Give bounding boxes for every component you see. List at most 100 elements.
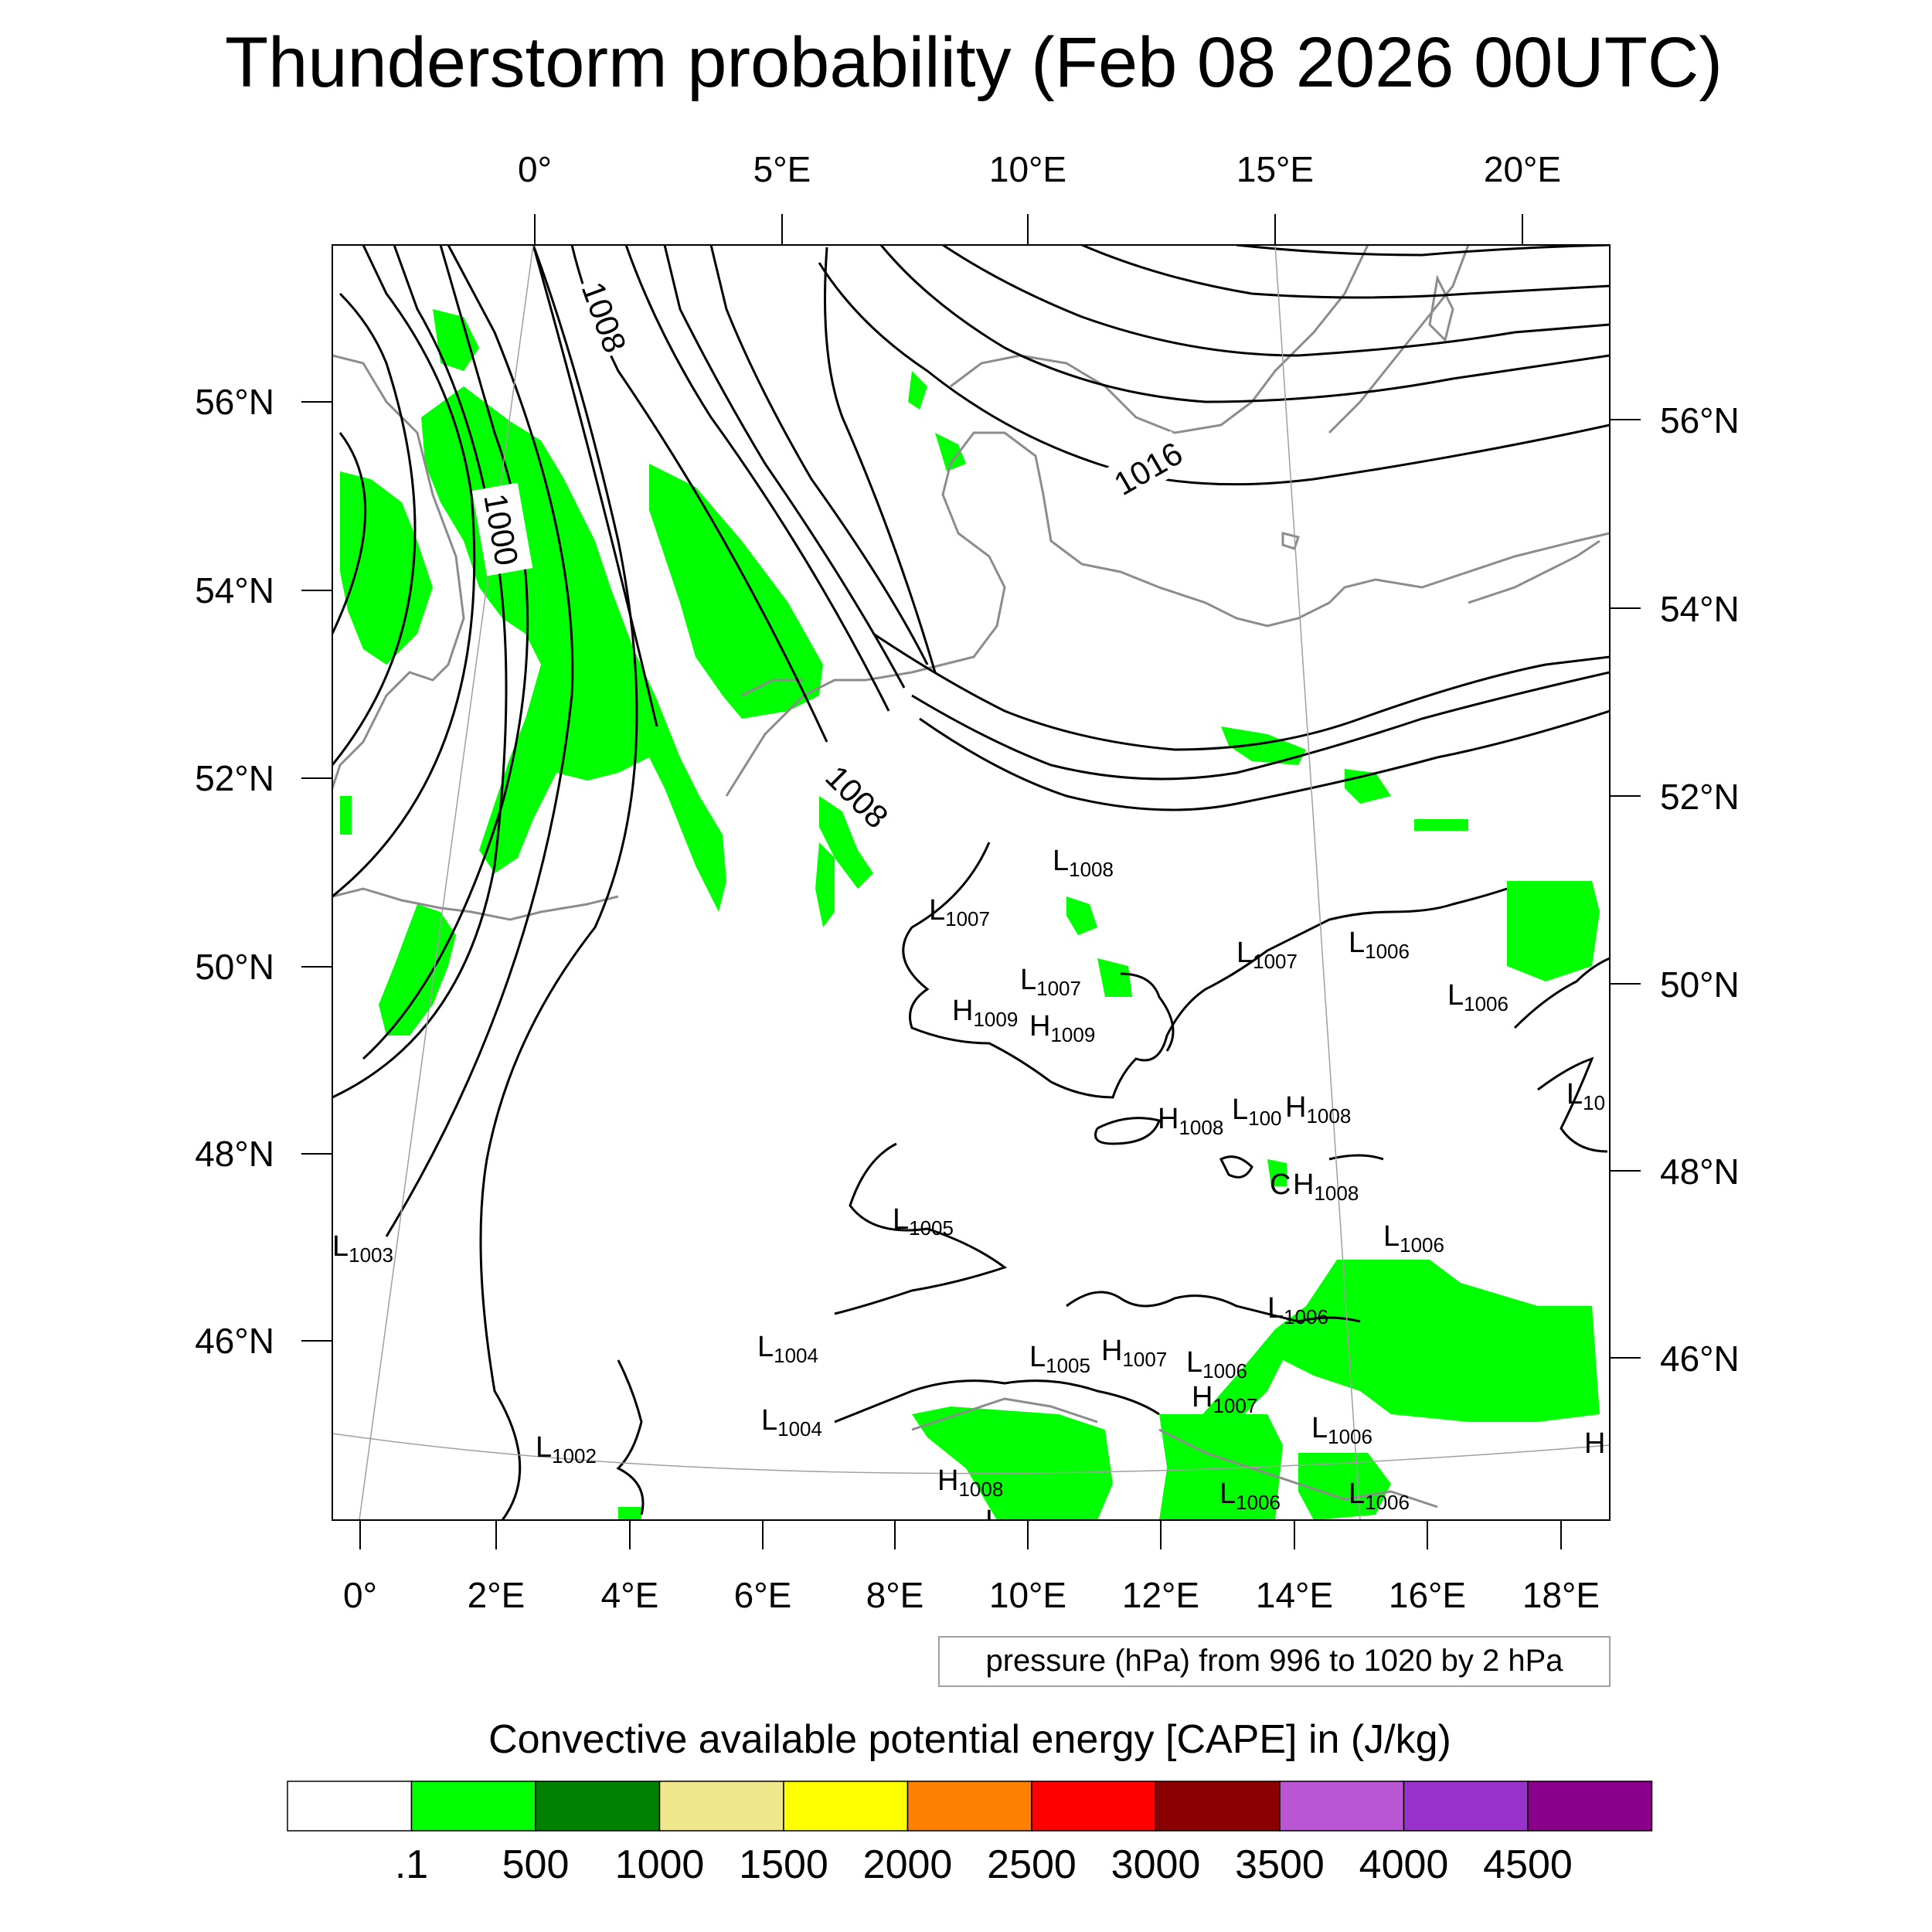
- meridian-15e: [1274, 245, 1361, 1520]
- colorbar-label: 500: [502, 1842, 570, 1887]
- colorbar-box: [658, 1781, 784, 1832]
- colorbar-label: .1: [395, 1842, 428, 1887]
- cape-area-denmark: [935, 433, 966, 471]
- colorbar-box: [1279, 1781, 1405, 1832]
- colorbar-label: 2500: [987, 1842, 1077, 1887]
- pressure-center-marker: L10: [1566, 1078, 1605, 1114]
- cape-area-balkans: [1298, 1453, 1391, 1520]
- pressure-center-marker: L1005: [893, 1203, 954, 1240]
- pressure-note-text: pressure (hPa) from 996 to 1020 by 2 hPa: [985, 1644, 1563, 1678]
- isobar-31: [1120, 972, 1175, 1052]
- colorbar-box: [1527, 1781, 1653, 1832]
- pressure-centers: L1008 L1007 L1007 H1009 H1009 L1007 L100…: [332, 845, 1605, 1520]
- cape-area-scandinavia: [908, 371, 927, 410]
- pressure-center-marker: L1007: [1020, 964, 1081, 1000]
- cape-area-belgium-2: [815, 842, 835, 927]
- colorbar: Convective available potential energy [C…: [287, 1717, 1653, 1887]
- coastline-italy-north: [911, 1397, 1098, 1431]
- colorbar-box: [410, 1781, 536, 1832]
- pressure-note-box: [938, 1636, 1611, 1687]
- left-tick-label: 48°N: [195, 1134, 274, 1174]
- left-tick-label: 54°N: [195, 570, 274, 611]
- bottom-tick-label: 16°E: [1389, 1575, 1466, 1615]
- pressure-center-marker: H: [1584, 1427, 1605, 1460]
- isobar-25: [834, 1379, 1160, 1423]
- coastline-uk-south: [332, 887, 619, 921]
- cape-area-channel: [649, 464, 823, 719]
- isobar-12: [709, 245, 929, 665]
- colorbar-labels: .1 500 1000 1500 2000 2500 3000 3500 4000 4500: [395, 1842, 1573, 1887]
- right-tick-label: 52°N: [1660, 777, 1740, 817]
- right-tick-label: 56°N: [1660, 400, 1740, 440]
- colorbar-label: 1000: [615, 1842, 705, 1887]
- graticule: [332, 245, 1610, 1520]
- pressure-center-marker: L1006: [1383, 1220, 1444, 1257]
- pressure-center-marker: H1008: [1293, 1168, 1359, 1205]
- colorbar-title: Convective available potential energy [C…: [488, 1717, 1451, 1762]
- pressure-center-marker: L1005: [1029, 1341, 1090, 1377]
- cape-field: [340, 309, 1600, 1520]
- colorbar-box: [1155, 1781, 1281, 1832]
- cape-area-northwest: [433, 309, 479, 371]
- cape-area-belgium: [819, 796, 873, 889]
- colorbar-label: 3000: [1111, 1842, 1201, 1887]
- colorbar-box: [783, 1781, 909, 1832]
- top-tick-label: 10°E: [989, 149, 1066, 189]
- colorbar-label: 4500: [1483, 1842, 1573, 1887]
- pressure-center-marker: H1007: [1101, 1335, 1167, 1371]
- isobar-26: [1094, 1117, 1161, 1145]
- pressure-center-marker: L1006: [1186, 1346, 1247, 1383]
- pressure-center-marker: H1009: [952, 995, 1018, 1031]
- cape-area-uk-small: [340, 796, 352, 835]
- isobar-32: [1328, 1154, 1384, 1161]
- isobar-4: [332, 245, 508, 1099]
- bottom-tick-label: 12°E: [1122, 1575, 1199, 1615]
- cape-area-poland-1: [1221, 726, 1306, 765]
- pressure-center-marker: L1003: [332, 1230, 393, 1267]
- top-tick-label: 5°E: [753, 149, 811, 189]
- left-tick-label: 46°N: [195, 1321, 274, 1361]
- cape-area-south-france: [618, 1507, 641, 1520]
- meridian-0: [359, 245, 534, 1520]
- isobar-7: [479, 245, 638, 1520]
- coastline-baltic: [1468, 539, 1600, 604]
- isobar-8: [532, 245, 658, 727]
- coastline-sweden-east: [1328, 245, 1470, 434]
- cape-area-uk-east: [340, 471, 433, 665]
- isobar-27: [1219, 1155, 1253, 1179]
- right-tick-label: 46°N: [1660, 1338, 1740, 1379]
- cape-area-southeast: [1507, 881, 1600, 981]
- isobar-23: [834, 1142, 1008, 1315]
- border-belgium: [741, 679, 804, 697]
- bottom-tick-label: 6°E: [734, 1575, 792, 1615]
- isobar-label-2: 1000: [471, 482, 533, 577]
- right-axis: [1610, 419, 1641, 1359]
- coastline-gotland: [1428, 274, 1454, 342]
- pressure-center-marker: H1008: [1158, 1103, 1223, 1139]
- chart-title: Thunderstorm probability (Feb 08 2026 00…: [225, 23, 1723, 102]
- pressure-center-marker: H1007: [1192, 1381, 1257, 1417]
- bottom-tick-label: 14°E: [1256, 1575, 1333, 1615]
- bottom-tick-label: 2°E: [468, 1575, 526, 1615]
- bottom-tick-label: 0°: [343, 1575, 377, 1615]
- colorbar-box: [1031, 1781, 1157, 1832]
- cape-area-adriatic: [1159, 1260, 1600, 1520]
- cape-area-alps: [912, 1406, 1113, 1520]
- bottom-axis: [359, 1520, 1562, 1549]
- pressure-center-marker: L1006: [1349, 1478, 1410, 1514]
- isobar-24: [1066, 1291, 1361, 1323]
- isobar-19: [942, 245, 1610, 357]
- isobar-15: [911, 671, 1610, 781]
- pressure-center-marker: L1004: [761, 1404, 822, 1440]
- right-tick-label: 48°N: [1660, 1151, 1740, 1192]
- cape-area-poland-3: [1414, 819, 1468, 831]
- pressure-center-marker: L1006: [1267, 1292, 1328, 1328]
- isobar-28: [1537, 1056, 1608, 1153]
- cape-area-germany-2: [1097, 958, 1132, 997]
- cape-area-italy: [1159, 1414, 1283, 1520]
- pressure-center-marker: L1007: [1236, 937, 1298, 973]
- isobar-6: [385, 245, 574, 1237]
- left-tick-label: 52°N: [195, 758, 274, 798]
- isobar-20: [1081, 245, 1610, 299]
- isobar-13: [824, 247, 937, 673]
